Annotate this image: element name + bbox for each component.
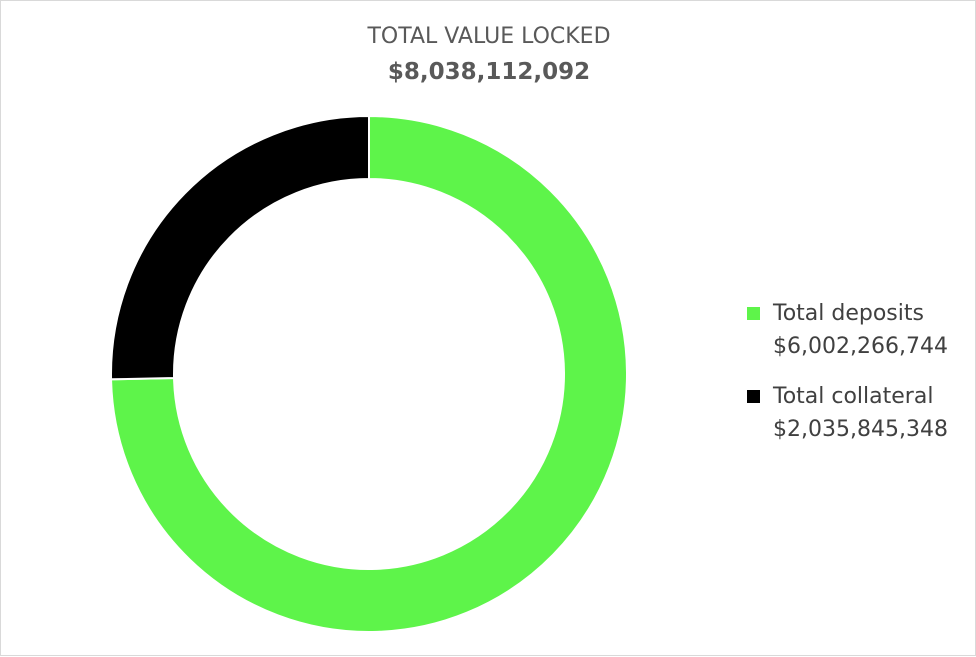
chart-title: TOTAL VALUE LOCKED xyxy=(367,24,611,49)
legend-value-deposits: $6,002,266,744 xyxy=(773,334,948,359)
legend-label-deposits: Total deposits xyxy=(773,301,924,326)
legend: Total deposits $6,002,266,744 Total coll… xyxy=(747,297,948,463)
legend-value-collateral: $2,035,845,348 xyxy=(773,417,948,442)
legend-swatch-collateral xyxy=(747,390,760,403)
slice-collateral xyxy=(110,114,370,381)
chart-subtitle: $8,038,112,092 xyxy=(387,59,591,85)
legend-label-collateral: Total collateral xyxy=(773,384,934,409)
legend-entry-deposits: Total deposits $6,002,266,744 xyxy=(747,297,948,363)
legend-swatch-deposits xyxy=(747,307,760,320)
legend-entry-collateral: Total collateral $2,035,845,348 xyxy=(747,380,948,446)
slice-deposits xyxy=(110,114,628,633)
